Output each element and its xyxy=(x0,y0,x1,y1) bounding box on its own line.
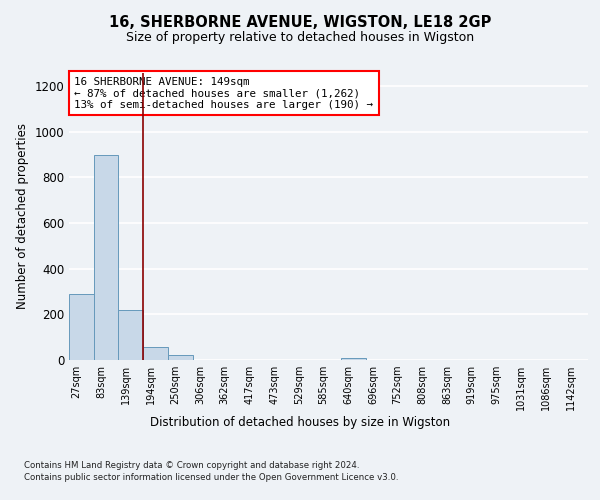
Text: 16, SHERBORNE AVENUE, WIGSTON, LE18 2GP: 16, SHERBORNE AVENUE, WIGSTON, LE18 2GP xyxy=(109,15,491,30)
Bar xyxy=(94,154,118,360)
Y-axis label: Number of detached properties: Number of detached properties xyxy=(16,123,29,309)
Text: Size of property relative to detached houses in Wigston: Size of property relative to detached ho… xyxy=(126,31,474,44)
Bar xyxy=(341,358,365,360)
Bar xyxy=(143,348,168,360)
Bar xyxy=(118,310,143,360)
Bar xyxy=(168,356,193,360)
Text: Contains HM Land Registry data © Crown copyright and database right 2024.: Contains HM Land Registry data © Crown c… xyxy=(24,460,359,469)
Text: 16 SHERBORNE AVENUE: 149sqm
← 87% of detached houses are smaller (1,262)
13% of : 16 SHERBORNE AVENUE: 149sqm ← 87% of det… xyxy=(74,77,373,110)
Bar xyxy=(69,294,94,360)
Text: Contains public sector information licensed under the Open Government Licence v3: Contains public sector information licen… xyxy=(24,473,398,482)
Text: Distribution of detached houses by size in Wigston: Distribution of detached houses by size … xyxy=(150,416,450,429)
